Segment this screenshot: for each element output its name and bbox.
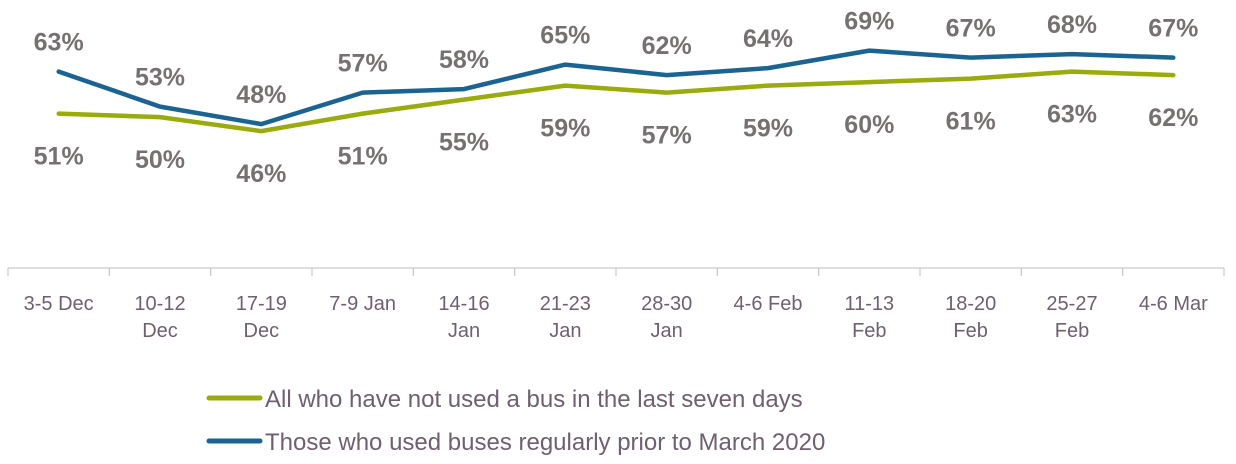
data-label: 67%: [946, 15, 996, 43]
data-label: 68%: [1047, 11, 1097, 39]
x-tick-labels: 3-5 Dec 10-12 Dec 17-19 Dec 7-9 Jan 14-16 Jan 21…: [24, 293, 1208, 342]
x-tick-label: 11-13 Feb: [844, 293, 894, 342]
x-tick-label: 7-9 Jan: [329, 293, 396, 315]
data-label: 63%: [34, 29, 84, 57]
x-tick-label: 10-12 Dec: [134, 293, 185, 342]
data-label: 51%: [338, 143, 388, 171]
data-label: 62%: [642, 32, 692, 60]
data-label: 59%: [743, 115, 793, 143]
data-label: 58%: [439, 46, 489, 74]
x-tick-label: 3-5 Dec: [24, 293, 94, 315]
x-tick-label: 28-30 Jan: [641, 293, 692, 342]
x-tick-label: 4-6 Feb: [734, 293, 803, 315]
data-label: 69%: [844, 8, 894, 36]
data-label: 65%: [540, 22, 590, 50]
data-label: 48%: [236, 81, 286, 109]
data-label: 64%: [743, 25, 793, 53]
x-tick-label: 14-16 Jan: [438, 293, 489, 342]
legend-label: Those who used buses regularly prior to …: [265, 429, 825, 456]
series-line-2: [56, 48, 1176, 127]
data-label: 60%: [844, 111, 894, 139]
data-labels: 51% 50% 46% 51% 55% 59% 57% 59% 60% 61% 63% 62% 63% 5…: [34, 8, 1199, 189]
series-line-1: [56, 69, 1176, 134]
data-label: 62%: [1148, 104, 1198, 132]
data-label: 67%: [1148, 15, 1198, 43]
data-label: 61%: [946, 108, 996, 136]
data-label: 50%: [135, 146, 185, 174]
x-tick-label: 21-23 Jan: [540, 293, 591, 342]
data-label: 53%: [135, 64, 185, 92]
x-tick-label: 17-19 Dec: [236, 293, 287, 342]
data-label: 59%: [540, 115, 590, 143]
data-label: 51%: [34, 143, 84, 171]
series-lines: [56, 48, 1176, 134]
x-tick-label: 25-27 Feb: [1046, 293, 1097, 342]
data-label: 63%: [1047, 101, 1097, 129]
x-axis: [7, 267, 1225, 276]
legend-label: All who have not used a bus in the last …: [265, 386, 803, 413]
data-label: 57%: [642, 122, 692, 150]
data-label: 55%: [439, 129, 489, 157]
legend: All who have not used a bus in the last …: [206, 386, 825, 456]
x-tick-label: 18-20 Feb: [945, 293, 996, 342]
data-label: 46%: [236, 160, 286, 188]
data-label: 57%: [338, 50, 388, 78]
x-tick-label: 4-6 Mar: [1139, 293, 1208, 315]
